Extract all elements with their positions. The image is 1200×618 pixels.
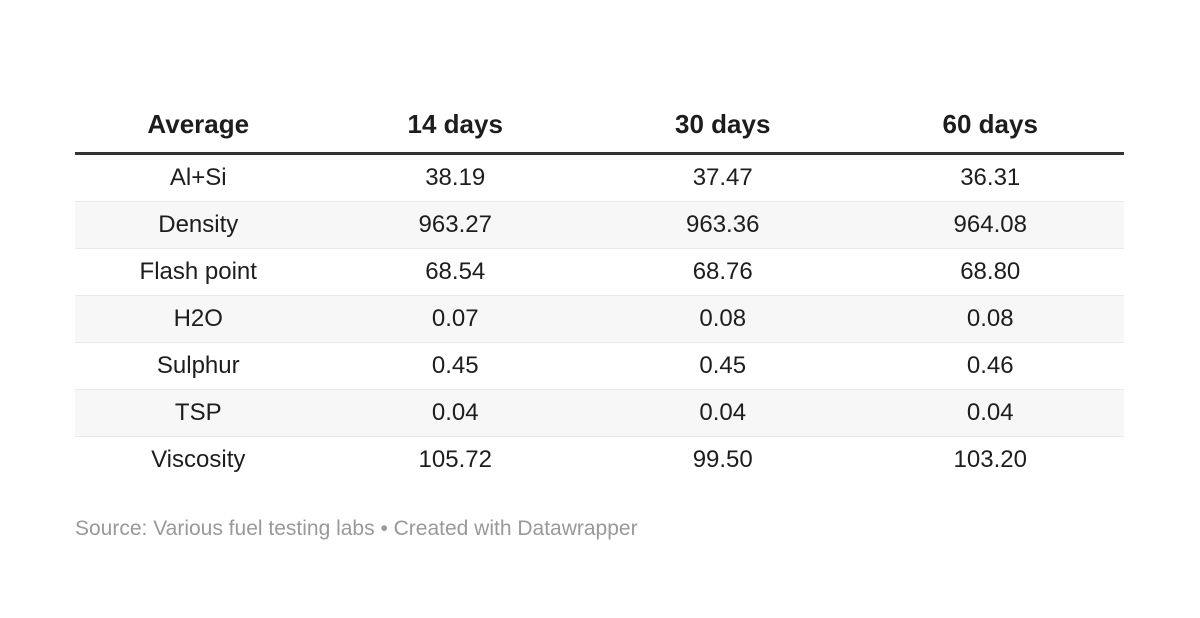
header-cell: 14 days [321, 98, 589, 155]
row-label-cell: TSP [75, 389, 322, 437]
row-label-cell: H2O [75, 295, 322, 343]
value-cell: 963.36 [588, 201, 857, 249]
header-cell: 60 days [856, 98, 1124, 155]
table-row: Flash point 68.54 68.76 68.80 [75, 248, 1124, 296]
row-label-cell: Viscosity [75, 436, 322, 483]
value-cell: 0.46 [856, 342, 1124, 390]
source-attribution: Source: Various fuel testing labs • Crea… [75, 517, 638, 540]
value-cell: 105.72 [321, 436, 589, 483]
value-cell: 0.07 [321, 295, 589, 343]
value-cell: 0.45 [321, 342, 589, 390]
value-cell: 0.08 [856, 295, 1124, 343]
row-label-cell: Sulphur [75, 342, 322, 390]
table-row: Density 963.27 963.36 964.08 [75, 201, 1124, 249]
table-container: Average 14 days 30 days 60 days Al+Si 38.19 3… [75, 98, 1124, 483]
header-cell: 30 days [588, 98, 857, 155]
data-table: Average 14 days 30 days 60 days Al+Si 38.19 3… [75, 98, 1124, 483]
value-cell: 38.19 [425, 164, 486, 191]
row-label-cell: Density [75, 201, 322, 249]
value-cell: 0.04 [321, 389, 589, 437]
value-cell: 68.54 [321, 248, 589, 296]
value-cell: 963.27 [321, 201, 589, 249]
value-cell: 68.80 [856, 248, 1124, 296]
table-row: Sulphur 0.45 0.45 0.46 [75, 342, 1124, 390]
table-row: TSP 0.04 0.04 0.04 [75, 389, 1124, 437]
value-cell: 37.47 [692, 164, 753, 191]
value-cell: 99.50 [588, 436, 857, 483]
value-cell: 0.04 [856, 389, 1124, 437]
value-cell: 68.76 [588, 248, 857, 296]
table-row: Al+Si 38.19 37.47 36.31 [75, 154, 1124, 202]
value-cell: 964.08 [856, 201, 1124, 249]
header-row: Average 14 days 30 days 60 days [75, 98, 1124, 155]
table-row: H2O 0.07 0.08 0.08 [75, 295, 1124, 343]
value-cell: 0.04 [588, 389, 857, 437]
header-cell-row-label: Average [75, 98, 322, 155]
value-cell: 0.08 [588, 295, 857, 343]
value-cell: 36.31 [960, 164, 1021, 191]
row-label-cell: Al+Si [169, 164, 227, 191]
value-cell: 103.20 [856, 436, 1124, 483]
table-row: Viscosity 105.72 99.50 103.20 [75, 436, 1124, 483]
value-cell: 0.45 [588, 342, 857, 390]
row-label-cell: Flash point [75, 248, 322, 296]
